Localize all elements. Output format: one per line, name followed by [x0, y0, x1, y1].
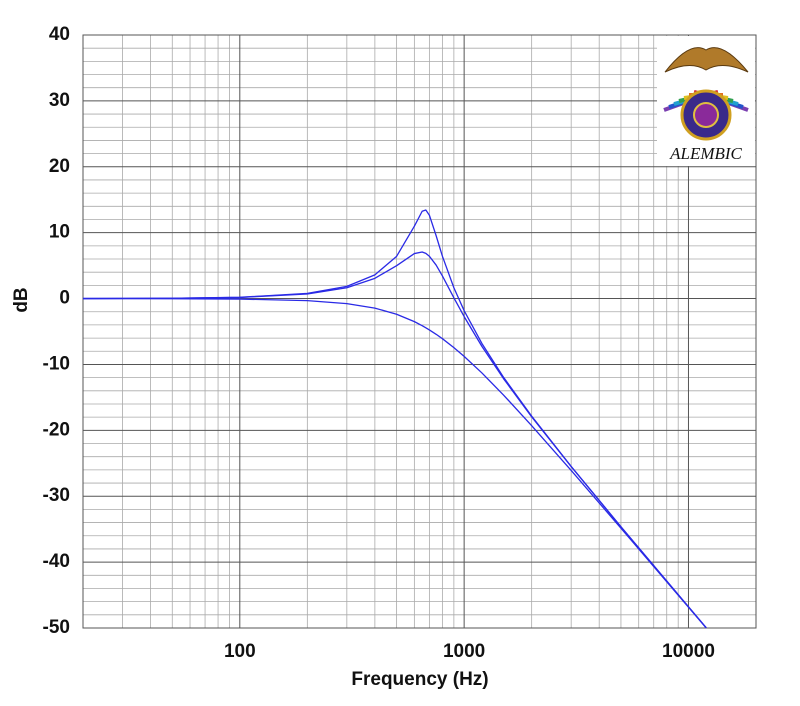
y-tick-label: -40 — [43, 551, 70, 572]
logo-emblem-inner — [693, 102, 719, 128]
y-tick-label: 30 — [49, 90, 70, 111]
plot-frame — [82, 34, 757, 629]
y-axis-label: dB — [11, 287, 32, 312]
y-tick-label: 40 — [49, 24, 70, 45]
y-tick-label: 0 — [59, 288, 70, 309]
y-tick-label: 10 — [49, 222, 70, 243]
y-tick-label: 20 — [49, 156, 70, 177]
y-tick-label: -50 — [43, 617, 70, 638]
response-curve — [82, 251, 707, 629]
y-tick-label: -20 — [43, 419, 70, 440]
logo: ALEMBIC — [657, 36, 755, 166]
x-tick-label: 10000 — [662, 641, 715, 662]
x-axis-label: Frequency (Hz) — [351, 669, 488, 690]
logo-wings — [664, 47, 749, 73]
y-tick-label: -30 — [43, 485, 70, 506]
x-tick-label: 100 — [224, 641, 256, 662]
response-curve — [82, 297, 707, 629]
logo-text: ALEMBIC — [669, 144, 742, 163]
y-tick-label: -10 — [43, 353, 70, 374]
x-tick-label: 1000 — [443, 641, 485, 662]
